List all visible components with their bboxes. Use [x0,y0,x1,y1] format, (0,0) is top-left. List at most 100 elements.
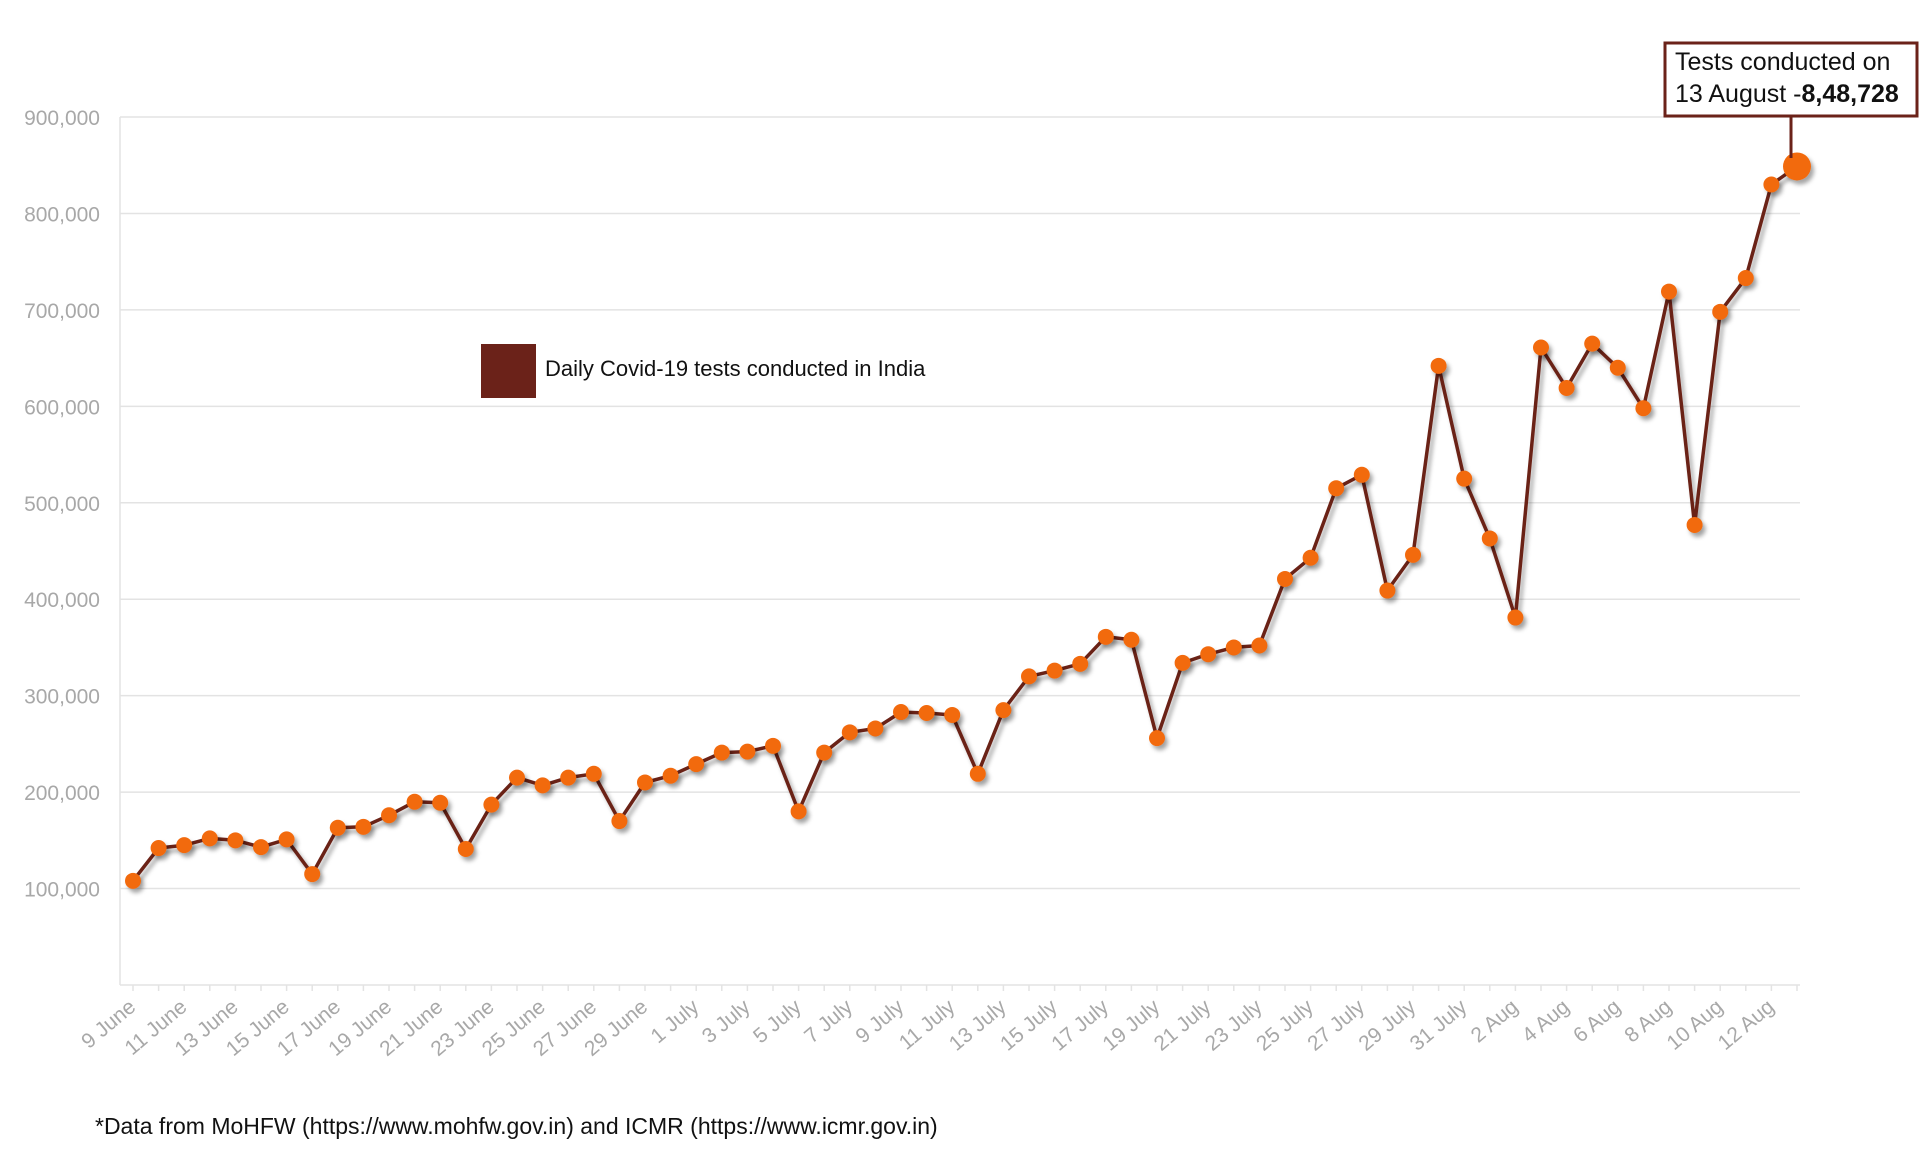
data-point [1737,270,1754,287]
data-point [765,737,781,754]
data-point [150,840,167,857]
data-point [1200,646,1217,663]
data-point [534,777,551,794]
x-tick-label: 23 July [1201,995,1267,1056]
data-point [329,819,346,836]
annotation-line1: Tests conducted on [1675,48,1890,76]
data-point [1430,357,1447,374]
x-tick-label: 6 Aug [1569,995,1625,1047]
data-point [457,841,474,858]
data-point [509,769,525,786]
data-point [1686,516,1703,533]
data-point [1174,654,1191,671]
data-point [176,837,193,854]
data-point [1123,631,1140,648]
x-tick-label: 13 July [945,995,1011,1056]
y-tick-label: 200,000 [24,782,100,805]
data-point [227,832,244,849]
axes [119,117,1800,991]
data-point [893,704,909,721]
annotation-date: 13 August - [1675,80,1801,108]
data-point [1379,582,1396,599]
y-tick-label: 100,000 [24,879,100,902]
x-tick-label: 15 July [996,995,1062,1056]
data-point-peak [1783,152,1811,181]
annotation-box [1663,41,1919,118]
data-point [278,831,295,848]
series-line [131,164,1799,882]
data-point [1251,637,1268,654]
data-point [1712,303,1729,320]
data-point [1046,662,1063,679]
data-point [1661,283,1677,300]
data-point [1277,570,1293,587]
x-tick-label: 3 July [698,995,755,1048]
legend: Daily Covid-19 tests conducted in India [481,344,926,398]
data-point [1481,530,1498,547]
annotation-line2: 13 August -8,48,728 [1675,80,1899,108]
data-point [125,872,141,889]
y-tick-label: 500,000 [24,493,100,516]
series-daily-tests [125,152,1811,889]
data-point [1507,609,1524,626]
y-tick-label: 900,000 [24,107,100,130]
data-point [1635,400,1652,417]
data-point [944,706,961,723]
data-point [355,818,372,835]
x-tick-label: 5 July [749,995,806,1048]
data-point [1302,549,1319,566]
x-tick-label: 31 July [1406,995,1472,1056]
x-tick-label: 12 Aug [1714,995,1779,1055]
x-tick-label: 4 Aug [1518,995,1574,1047]
x-tick-label: 2 Aug [1467,995,1523,1047]
data-point [637,774,653,791]
data-point [483,796,500,813]
data-point [1072,655,1089,672]
data-point [1558,380,1575,397]
x-tick-label: 19 July [1098,995,1164,1056]
y-tick-label: 800,000 [24,203,100,226]
data-point [201,830,218,847]
y-axis-tick-labels: 100,000 200,000 300,000 400,000 500,000 600,0… [24,107,100,902]
y-tick-label: 700,000 [24,300,100,323]
data-point [713,744,730,761]
y-tick-label: 400,000 [24,589,100,612]
x-tick-label: 10 Aug [1663,995,1728,1055]
legend-label: Daily Covid-19 tests conducted in India [545,356,926,381]
x-tick-label: 1 July [647,995,704,1048]
data-point [918,705,935,722]
data-point [688,756,705,773]
x-tick-label: 21 July [1150,995,1216,1056]
data-point [1149,730,1165,747]
data-point [1021,668,1037,685]
data-point [1405,546,1421,563]
y-tick-label: 300,000 [24,686,100,709]
data-point [1225,639,1242,656]
data-point [381,807,397,824]
grid-lines [120,116,1800,890]
data-point [304,866,321,883]
data-point [1353,466,1370,483]
source-footnote: *Data from MoHFW (https://www.mohfw.gov.… [95,1113,938,1139]
data-point [1533,339,1549,356]
legend-swatch [481,344,536,398]
data-point [739,743,756,760]
data-point [1763,176,1780,193]
x-tick-label: 25 July [1252,995,1318,1056]
data-point [969,765,986,782]
data-point [253,839,269,856]
data-point [867,720,884,737]
data-point [406,793,423,810]
data-point [1097,628,1114,645]
peak-annotation: Tests conducted on 13 August -8,48,728 [1663,41,1919,158]
data-point [1328,480,1345,497]
data-point [432,794,449,811]
data-point [560,769,577,786]
data-point [662,767,679,784]
x-tick-label: 7 July [800,995,857,1048]
x-tick-label: 29 July [1354,995,1420,1056]
x-tick-label: 17 July [1047,995,1113,1056]
y-tick-label: 600,000 [24,396,100,419]
data-point [995,702,1012,719]
